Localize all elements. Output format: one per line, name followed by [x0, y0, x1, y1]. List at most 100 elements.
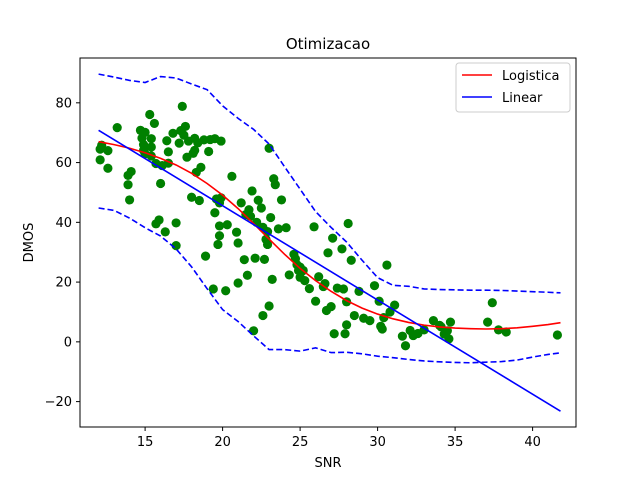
scatter-point — [273, 224, 283, 234]
scatter-point — [487, 298, 497, 308]
scatter-point — [264, 301, 274, 311]
legend: Logistica Linear — [455, 62, 571, 113]
x-tick-label: 30 — [369, 435, 386, 450]
x-tick-label: 40 — [524, 435, 541, 450]
scatter-point — [233, 238, 243, 248]
scatter-point — [390, 300, 400, 310]
scatter-point — [103, 146, 113, 156]
scatter-point — [249, 326, 259, 336]
scatter-point — [112, 123, 122, 133]
scatter-point — [213, 239, 223, 250]
series-line-logistica — [98, 140, 561, 330]
scatter-point — [210, 208, 220, 218]
x-tick-label: 20 — [214, 435, 231, 450]
scatter-point — [382, 260, 392, 270]
scatter-point — [493, 325, 504, 335]
scatter-point — [204, 146, 214, 157]
scatter-point — [309, 222, 319, 232]
scatter-point — [216, 136, 226, 146]
scatter-point — [338, 284, 349, 294]
scatter-point — [365, 316, 375, 326]
scatter-point — [149, 118, 159, 129]
y-tick-label: 20 — [55, 276, 72, 291]
scatter-point — [300, 276, 310, 286]
scatter-point — [267, 274, 277, 284]
y-tick-label: 60 — [55, 156, 72, 171]
scatter-point — [264, 143, 274, 153]
scatter-point — [95, 155, 105, 165]
scatter-point — [354, 286, 364, 296]
scatter-point — [328, 233, 338, 243]
scatter-point — [270, 180, 280, 190]
scatter-point — [337, 244, 347, 254]
x-tick-label: 25 — [292, 435, 309, 450]
scatter-point — [262, 239, 273, 250]
scatter-point — [276, 195, 287, 205]
scatter-point — [340, 329, 350, 339]
y-tick-label: 0 — [64, 335, 72, 350]
scatter-point — [126, 166, 136, 177]
scatter-point — [103, 163, 113, 173]
scatter-point — [428, 316, 438, 326]
legend-label-logistica: Logistica — [502, 69, 559, 84]
scatter-point — [342, 320, 352, 330]
plot-area — [80, 58, 576, 427]
scatter-point — [258, 310, 268, 321]
scatter-point — [125, 195, 135, 205]
lower-bound-line — [98, 207, 561, 364]
scatter-point — [187, 192, 197, 202]
scatter-point — [346, 255, 356, 265]
scatter-point — [397, 331, 407, 341]
axis-ticks: 15 20 25 30 35 40 −20 0 20 40 60 80 — [45, 96, 541, 450]
scatter-point — [329, 329, 339, 339]
scatter-point — [221, 286, 231, 296]
scatter-point — [208, 284, 218, 294]
series-line-linear — [98, 129, 561, 412]
scatter-point — [442, 326, 452, 336]
scatter-point — [140, 127, 150, 137]
scatter-point — [190, 145, 200, 155]
scatter-point — [247, 186, 257, 196]
scatter-point — [200, 251, 211, 261]
x-tick-label: 35 — [447, 435, 464, 450]
scatter-point — [146, 134, 156, 144]
scatter-point — [281, 223, 291, 233]
legend-label-linear: Linear — [502, 91, 543, 106]
plot-frame — [79, 57, 577, 428]
y-tick-label: −20 — [45, 395, 72, 410]
scatter-point — [377, 324, 387, 334]
scatter-point — [194, 195, 204, 206]
scatter-point — [233, 278, 243, 288]
scatter-point — [323, 248, 333, 258]
scatter-point — [349, 310, 359, 321]
x-tick-label: 15 — [137, 435, 154, 450]
scatter-point — [311, 296, 321, 306]
scatter-point — [180, 121, 190, 132]
scatter-point — [242, 270, 252, 280]
upper-bound-line — [98, 73, 561, 294]
scatter-point — [138, 140, 149, 150]
scatter-point — [400, 341, 411, 351]
scatter-point — [314, 272, 324, 282]
scatter-point — [168, 128, 178, 138]
scatter-point — [162, 136, 172, 146]
scatter-point — [259, 254, 270, 264]
scatter-point — [222, 220, 232, 230]
scatter-point — [239, 255, 249, 265]
scatter-point — [214, 221, 225, 231]
scatter-point — [123, 180, 133, 190]
scatter-point — [146, 142, 156, 152]
scatter-point — [156, 178, 166, 189]
scatter-point — [250, 253, 260, 263]
scatter-point — [227, 171, 237, 181]
y-tick-label: 80 — [55, 96, 72, 111]
scatter-point — [266, 212, 276, 223]
scatter-point — [253, 195, 263, 205]
x-axis-label: SNR — [314, 456, 341, 471]
scatter-point — [177, 101, 187, 111]
scatter-point — [236, 198, 246, 208]
scatter-point — [369, 281, 380, 291]
scatter-point — [171, 218, 181, 228]
scatter-point — [154, 215, 164, 225]
scatter-point — [445, 317, 456, 327]
